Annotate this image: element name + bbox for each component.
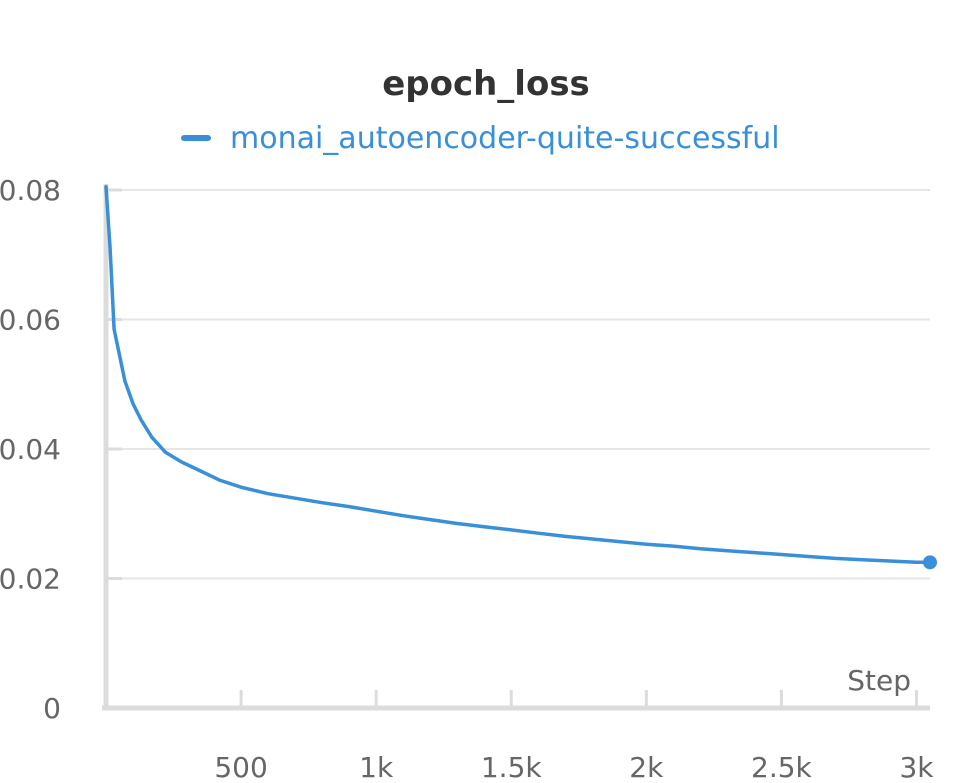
series-layer xyxy=(106,187,937,570)
x-tick-label: 3k xyxy=(899,751,934,783)
series-end-point[interactable] xyxy=(923,555,937,569)
axes xyxy=(102,184,930,708)
x-tick-label: 2.5k xyxy=(751,751,813,783)
grid-lines xyxy=(106,190,930,579)
legend: monai_autoencoder-quite-successful xyxy=(184,121,780,156)
y-tick-label: 0.02 xyxy=(0,563,61,596)
x-tick-label: 1.5k xyxy=(481,751,543,783)
x-tick-label: 1k xyxy=(359,751,394,783)
x-tick-label: 2k xyxy=(629,751,664,783)
x-axis-title: Step xyxy=(847,664,911,697)
y-tick-label: 0.06 xyxy=(0,304,61,337)
x-tick-label: 500 xyxy=(214,751,267,783)
series-line[interactable] xyxy=(106,187,930,563)
y-tick-label: 0 xyxy=(43,692,61,725)
legend-label[interactable]: monai_autoencoder-quite-successful xyxy=(230,121,780,156)
y-tick-label: 0.08 xyxy=(0,174,61,207)
tick-labels: 0 0.02 0.04 0.06 0.08 500 1k 1.5k 2k 2.5k 3k xyxy=(0,174,934,783)
chart-title: epoch_loss xyxy=(382,64,590,104)
y-tick-label: 0.04 xyxy=(0,433,61,466)
